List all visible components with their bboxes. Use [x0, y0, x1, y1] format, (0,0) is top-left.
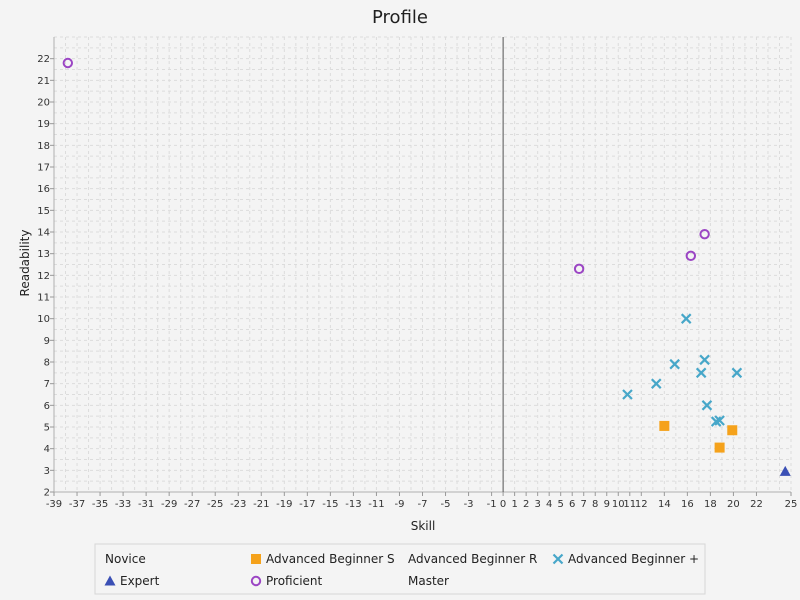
legend-label: Expert [120, 574, 160, 588]
x-tick-label: 6 [569, 499, 575, 510]
x-tick-label: -33 [115, 499, 131, 510]
legend-label: Novice [105, 552, 146, 566]
y-tick-label: 20 [37, 98, 50, 109]
y-tick-label: 19 [37, 119, 50, 130]
y-tick-label: 15 [37, 206, 50, 217]
y-tick-label: 14 [37, 228, 50, 239]
data-point [669, 358, 680, 370]
data-point [685, 250, 697, 262]
x-tick-label: 12 [635, 499, 648, 510]
x-tick-label: -17 [299, 499, 315, 510]
y-tick-label: 5 [44, 423, 50, 434]
y-tick-label: 16 [37, 184, 50, 195]
y-tick-label: 3 [44, 466, 50, 477]
data-point [714, 442, 725, 453]
x-tick-label: 16 [681, 499, 694, 510]
x-tick-label: 22 [750, 499, 763, 510]
data-point [779, 465, 791, 476]
x-tick-label: 10 [612, 499, 625, 510]
data-point [680, 313, 692, 324]
x-tick-label: 25 [785, 499, 798, 510]
x-tick-label: 4 [546, 499, 552, 510]
x-tick-label: 14 [658, 499, 671, 510]
x-tick-label: 0 [500, 499, 506, 510]
y-tick-label: 12 [37, 271, 50, 282]
data-point [695, 367, 707, 379]
data-point [699, 228, 710, 240]
legend-marker [552, 553, 564, 565]
chart-title: Profile [372, 7, 428, 28]
data-point [622, 389, 633, 400]
y-axis-ticks: 2 3 4 5 6 7 8 9 10 11 12 13 14 15 16 17 18 19 20 21 22 [37, 54, 54, 499]
data-point [650, 378, 662, 389]
x-tick-label: 3 [534, 499, 540, 510]
data-point [62, 57, 74, 69]
data-point [701, 400, 713, 411]
data-point [727, 425, 738, 436]
data-point [714, 415, 725, 426]
x-tick-label: 11 [623, 499, 636, 510]
data-points [62, 57, 791, 476]
y-tick-label: 10 [37, 314, 50, 325]
y-tick-label: 7 [44, 379, 50, 390]
y-tick-label: 22 [37, 54, 50, 65]
y-tick-label: 8 [44, 358, 50, 369]
legend-marker [104, 575, 116, 586]
y-tick-label: 13 [37, 249, 50, 260]
grid-lines [53, 36, 792, 493]
x-tick-label: -31 [138, 499, 154, 510]
legend-marker [250, 575, 262, 587]
y-tick-label: 9 [44, 336, 50, 347]
x-tick-label: -29 [161, 499, 177, 510]
x-tick-label: -5 [441, 499, 451, 510]
x-tick-label: -1 [487, 499, 497, 510]
x-tick-label: -35 [92, 499, 108, 510]
y-tick-label: 17 [37, 163, 50, 174]
x-tick-label: 18 [704, 499, 717, 510]
y-axis-label: Readability [18, 230, 32, 297]
x-tick-label: -11 [368, 499, 384, 510]
x-tick-label: -9 [394, 499, 404, 510]
legend-label: Advanced Beginner S [266, 552, 395, 566]
x-tick-label: -3 [464, 499, 474, 510]
x-tick-label: -19 [276, 499, 292, 510]
x-tick-label: 8 [592, 499, 598, 510]
x-tick-label: -13 [345, 499, 361, 510]
y-tick-label: 4 [44, 444, 50, 455]
legend: Novice Advanced Beginner S Advanced Beginn… [94, 543, 706, 595]
y-tick-label: 21 [37, 76, 50, 87]
x-tick-label: 20 [727, 499, 740, 510]
x-tick-label: -15 [322, 499, 338, 510]
legend-label: Advanced Beginner + [568, 552, 699, 566]
legend-box [94, 543, 706, 595]
x-tick-label: -7 [418, 499, 428, 510]
y-tick-label: 18 [37, 141, 50, 152]
x-axis-label: Skill [411, 519, 436, 533]
legend-marker [251, 554, 261, 564]
x-tick-label: 9 [604, 499, 610, 510]
x-tick-label: -23 [230, 499, 246, 510]
x-tick-label: -39 [46, 499, 62, 510]
x-tick-label: -25 [207, 499, 223, 510]
data-point [659, 420, 670, 431]
y-tick-label: 2 [44, 488, 50, 499]
y-tick-label: 6 [44, 401, 50, 412]
x-tick-label: 2 [523, 499, 529, 510]
x-tick-label: -37 [69, 499, 85, 510]
legend-label: Proficient [266, 574, 323, 588]
x-tick-label: 5 [558, 499, 564, 510]
x-tick-label: 7 [581, 499, 587, 510]
y-tick-label: 11 [37, 293, 50, 304]
data-point [573, 263, 585, 275]
legend-label: Master [408, 574, 449, 588]
legend-label: Advanced Beginner R [408, 552, 537, 566]
x-tick-label: -27 [184, 499, 200, 510]
data-point [731, 367, 743, 379]
x-tick-label: -21 [253, 499, 269, 510]
data-point [699, 354, 710, 366]
x-tick-label: 1 [511, 499, 517, 510]
x-axis-ticks: -39 -37 -35 -33 -31 -29 -27 -25 -23 -21 -19 -17 -15-… [46, 492, 798, 510]
